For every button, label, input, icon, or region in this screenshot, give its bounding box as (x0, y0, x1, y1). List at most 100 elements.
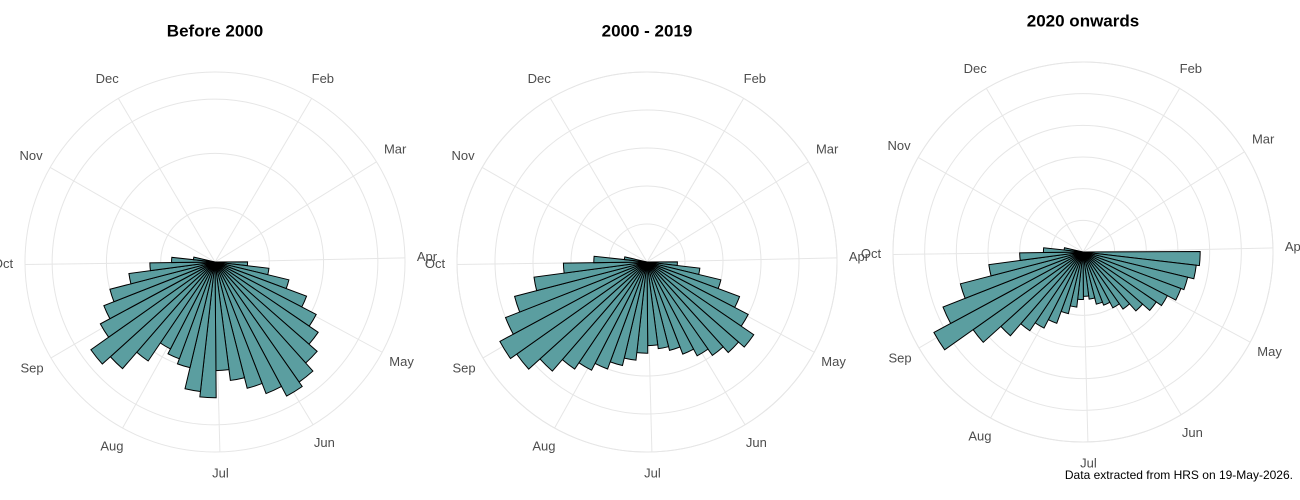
bar (646, 261, 681, 351)
bar (933, 251, 1084, 351)
x-tick-label: Jul (212, 465, 229, 480)
x-tick-label: Jun (746, 435, 767, 450)
grid-spoke (49, 167, 216, 263)
bar (192, 256, 216, 263)
x-tick-label: Mar (1252, 132, 1275, 147)
bar (1082, 251, 1104, 305)
x-tick-label: Feb (744, 71, 766, 86)
chart-title: 2000 - 2019 (602, 21, 693, 40)
grid-spoke (214, 257, 405, 263)
chart-title: 2020 onwards (1027, 11, 1139, 30)
x-tick-label: Apr (417, 249, 438, 264)
bar (167, 261, 216, 360)
bar (99, 261, 216, 338)
chart-title: Before 2000 (167, 21, 263, 40)
grid-spoke (1082, 247, 1273, 253)
grid-spoke (985, 88, 1084, 253)
x-tick-label: Nov (888, 138, 912, 153)
bar (646, 261, 670, 350)
x-tick-label: Jun (1182, 425, 1203, 440)
bar (1082, 251, 1111, 306)
grid-spoke (117, 98, 216, 263)
bar (959, 251, 1084, 299)
grid-spoke (481, 167, 648, 263)
bar (103, 261, 216, 320)
bar (214, 261, 283, 395)
bar (214, 261, 246, 381)
x-tick-label: May (1257, 344, 1282, 359)
bar (646, 261, 695, 355)
x-tick-label: Apr (1285, 239, 1300, 254)
x-tick-label: Mar (384, 142, 407, 157)
x-tick-label: Jul (1080, 455, 1097, 470)
x-tick-label: Dec (964, 61, 988, 76)
grid-spoke (646, 161, 809, 263)
grid-circle (924, 93, 1242, 411)
bar (214, 261, 303, 397)
x-tick-label: Dec (528, 71, 552, 86)
bar (562, 261, 648, 274)
x-tick-label: Oct (861, 246, 882, 261)
x-tick-label: Feb (312, 71, 334, 86)
bar (1063, 247, 1084, 253)
x-tick-label: Mar (816, 142, 839, 157)
bar (1019, 251, 1084, 261)
x-tick-label: May (821, 354, 846, 369)
grid-spoke (646, 98, 745, 263)
bar (533, 261, 648, 292)
footnote: Data extracted from HRS on 19-May-2026. (1065, 468, 1293, 482)
grid-spoke (214, 98, 313, 263)
bar (988, 251, 1084, 277)
x-tick-label: May (389, 354, 414, 369)
grid-spoke (646, 257, 837, 263)
grid-spoke (214, 161, 377, 263)
bar (1082, 251, 1121, 309)
grid-spoke (549, 98, 648, 263)
bar (646, 261, 755, 348)
x-tick-label: Oct (0, 256, 14, 271)
x-tick-label: Jun (314, 435, 335, 450)
bar (646, 261, 709, 357)
bar (214, 261, 263, 389)
bar (1082, 251, 1131, 310)
bar (128, 261, 216, 285)
grid-outer (456, 71, 838, 453)
grid-circle (955, 124, 1211, 380)
x-tick-label: Sep (452, 360, 475, 375)
x-tick-label: Jul (644, 465, 661, 480)
bar (623, 256, 648, 263)
grid-outer (892, 61, 1274, 443)
bar (1082, 251, 1157, 312)
bar (109, 261, 216, 303)
bar (646, 261, 724, 357)
bar (149, 261, 216, 272)
bar (942, 251, 1084, 325)
x-tick-label: Aug (532, 439, 555, 454)
x-tick-label: Aug (100, 439, 123, 454)
bar (1082, 251, 1144, 312)
grid-spoke (917, 157, 1084, 253)
bar (593, 255, 648, 264)
grid-spoke (1082, 151, 1245, 253)
x-tick-label: Feb (1180, 61, 1202, 76)
bar (1082, 251, 1169, 307)
bar (513, 261, 648, 313)
x-tick-label: Oct (425, 256, 446, 271)
grid-outer (24, 71, 406, 453)
x-tick-label: Aug (968, 429, 991, 444)
bar (504, 261, 648, 335)
x-tick-label: Nov (452, 148, 476, 163)
x-tick-label: Nov (20, 148, 44, 163)
grid-circle (532, 147, 762, 377)
x-tick-label: Sep (888, 350, 911, 365)
x-tick-label: Sep (20, 360, 43, 375)
grid-spoke (1082, 88, 1181, 253)
bar (499, 261, 648, 360)
x-tick-label: Dec (96, 71, 120, 86)
x-tick-label: Apr (849, 249, 870, 264)
grid-circle (494, 109, 800, 415)
grid-circle (51, 98, 379, 426)
bar (90, 261, 216, 365)
bar (1082, 251, 1096, 300)
